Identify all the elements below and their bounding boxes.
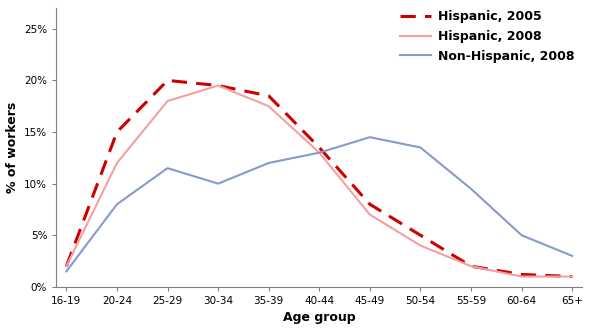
Non-Hispanic, 2008 — [265, 161, 272, 165]
Hispanic, 2008 — [569, 275, 576, 279]
Hispanic, 2008 — [63, 264, 70, 268]
Hispanic, 2005 — [417, 233, 424, 237]
Line: Non-Hispanic, 2008: Non-Hispanic, 2008 — [67, 137, 572, 271]
Hispanic, 2008 — [467, 264, 474, 268]
Hispanic, 2005 — [63, 264, 70, 268]
Hispanic, 2005 — [569, 275, 576, 279]
Hispanic, 2005 — [215, 83, 222, 87]
Hispanic, 2005 — [518, 273, 525, 277]
X-axis label: Age group: Age group — [283, 312, 356, 324]
Hispanic, 2005 — [316, 146, 323, 149]
Hispanic, 2005 — [265, 94, 272, 98]
Hispanic, 2008 — [215, 83, 222, 87]
Hispanic, 2008 — [113, 161, 120, 165]
Hispanic, 2005 — [113, 130, 120, 134]
Non-Hispanic, 2008 — [467, 187, 474, 191]
Hispanic, 2005 — [366, 202, 373, 206]
Y-axis label: % of workers: % of workers — [5, 102, 18, 193]
Legend: Hispanic, 2005, Hispanic, 2008, Non-Hispanic, 2008: Hispanic, 2005, Hispanic, 2008, Non-Hisp… — [395, 5, 580, 68]
Non-Hispanic, 2008 — [518, 233, 525, 237]
Non-Hispanic, 2008 — [63, 269, 70, 273]
Non-Hispanic, 2008 — [164, 166, 171, 170]
Non-Hispanic, 2008 — [569, 254, 576, 258]
Hispanic, 2008 — [417, 244, 424, 248]
Hispanic, 2005 — [164, 79, 171, 82]
Non-Hispanic, 2008 — [417, 146, 424, 149]
Hispanic, 2008 — [164, 99, 171, 103]
Hispanic, 2005 — [467, 264, 474, 268]
Line: Hispanic, 2005: Hispanic, 2005 — [67, 81, 572, 277]
Hispanic, 2008 — [316, 151, 323, 155]
Hispanic, 2008 — [518, 275, 525, 279]
Hispanic, 2008 — [265, 104, 272, 108]
Non-Hispanic, 2008 — [215, 182, 222, 185]
Non-Hispanic, 2008 — [113, 202, 120, 206]
Hispanic, 2008 — [366, 213, 373, 216]
Non-Hispanic, 2008 — [316, 151, 323, 155]
Non-Hispanic, 2008 — [366, 135, 373, 139]
Line: Hispanic, 2008: Hispanic, 2008 — [67, 85, 572, 277]
